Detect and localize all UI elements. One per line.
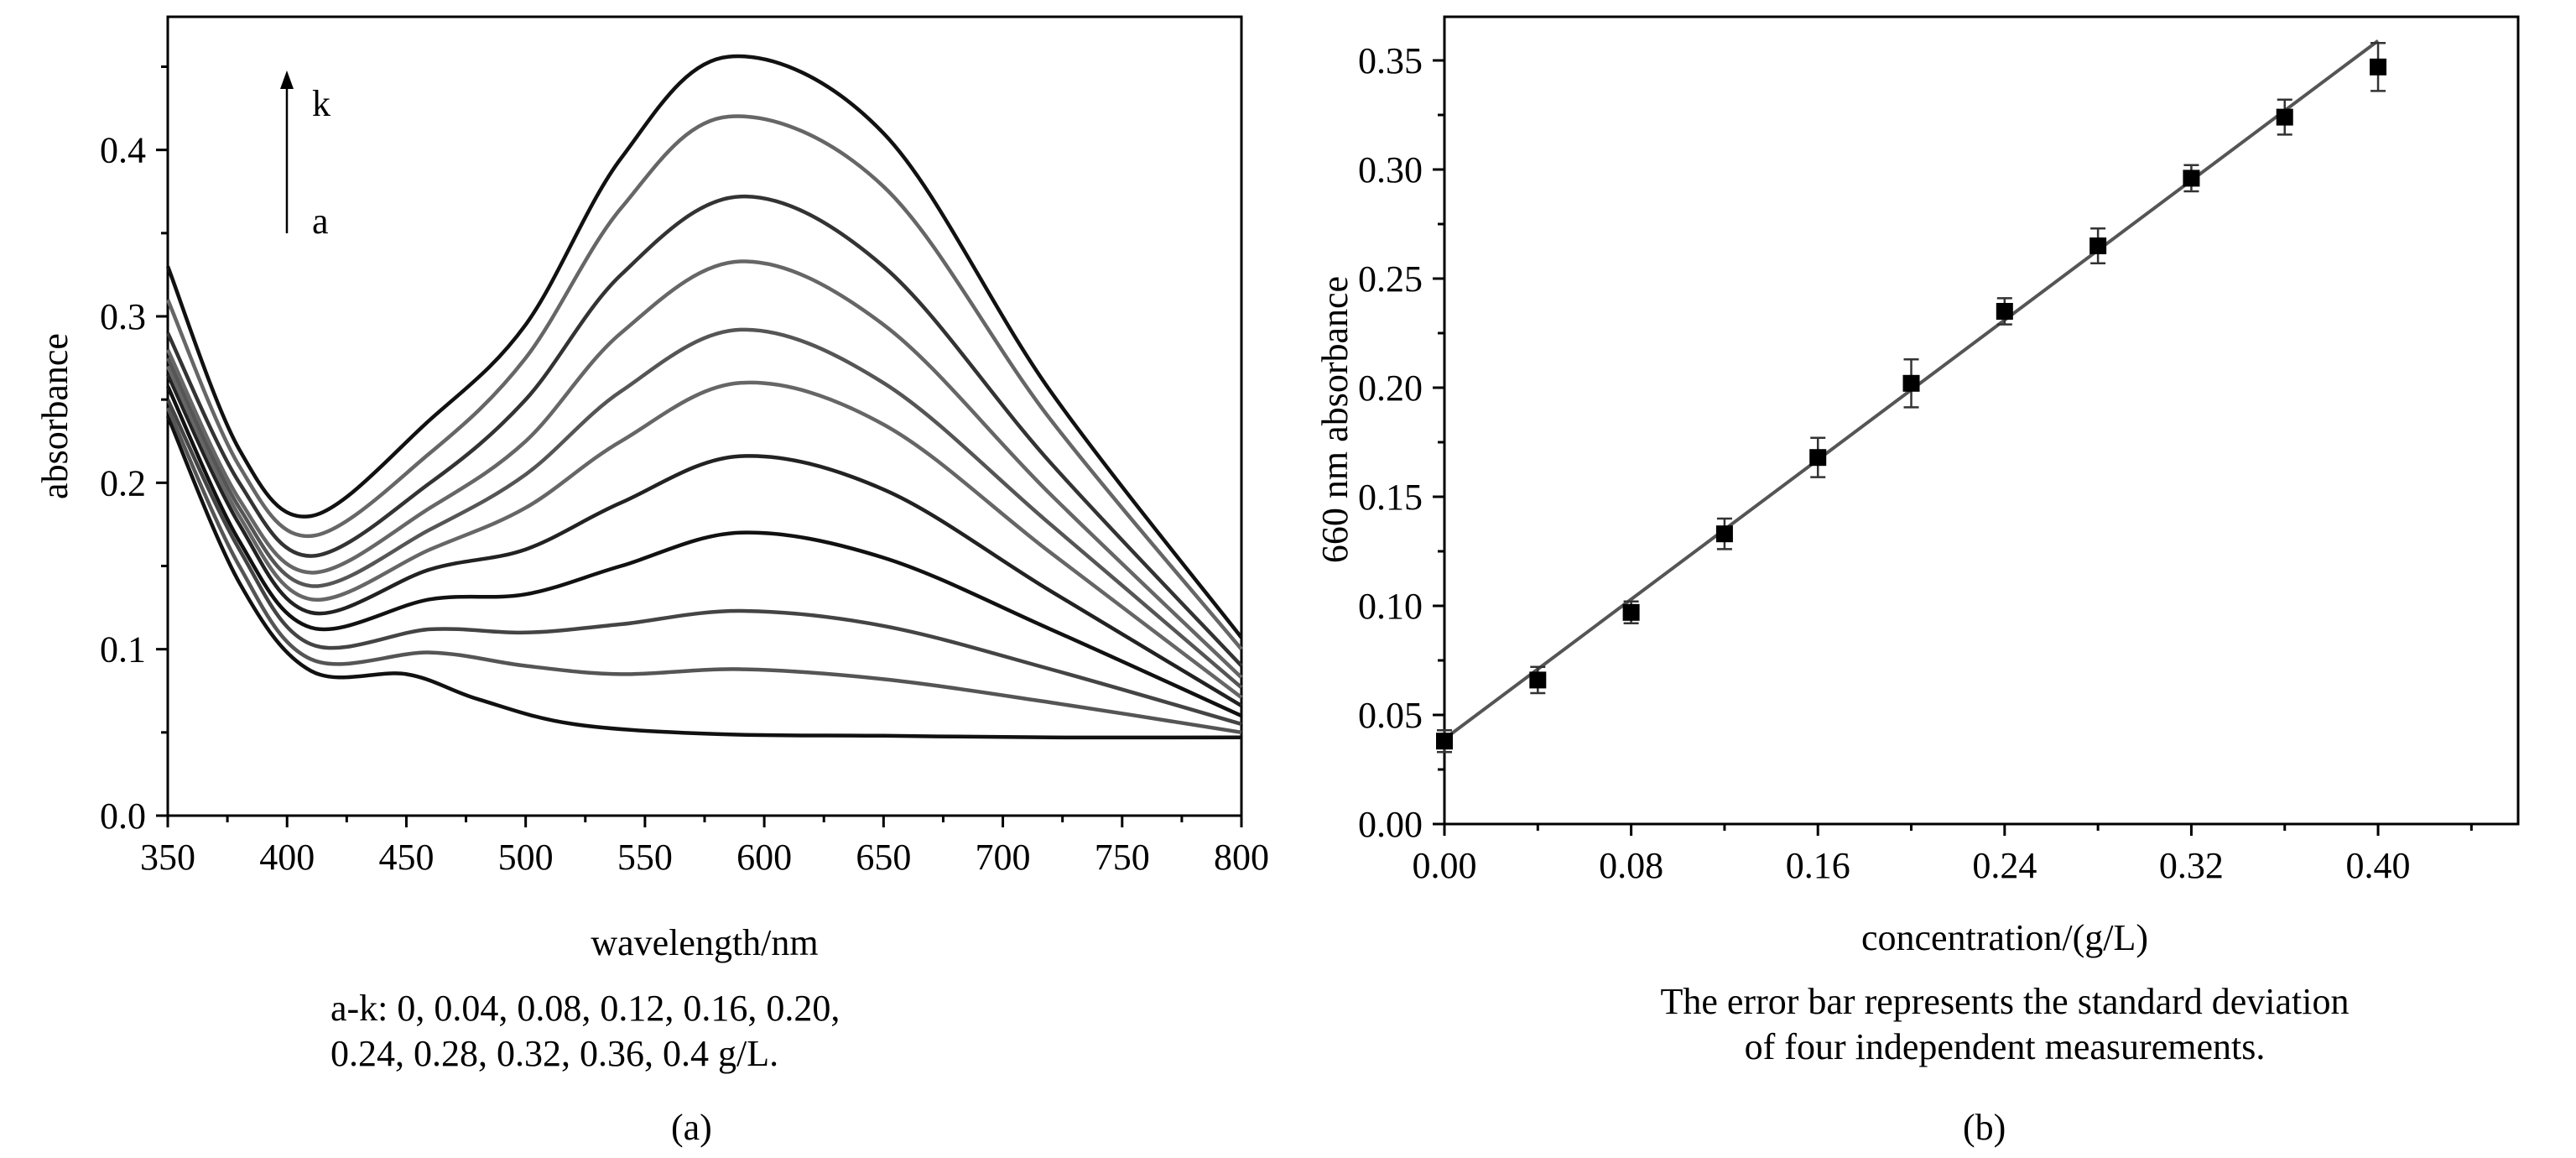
panel-a-series-c — [165, 399, 1242, 727]
panel-a-x-tick-label: 400 — [259, 837, 315, 878]
panel-a-annotation-bottom-label: a — [312, 201, 329, 242]
panel-a-caption: (a) — [671, 1107, 712, 1148]
panel-b-legend-note-line2: of four independent measurements. — [1744, 1026, 2266, 1067]
panel-b-data-point — [1902, 374, 1920, 392]
panel-b-y-tick-label: 0.20 — [1358, 368, 1423, 409]
panel-b-x-ticks: 0.00 0.08 0.16 0.24 0.32 0.40 — [1413, 824, 2473, 886]
panel-b-data-point — [2089, 237, 2107, 254]
panel-a-x-tick-label: 650 — [856, 837, 911, 878]
panel-a-x-tick-label: 500 — [498, 837, 554, 878]
panel-a-series-e — [165, 373, 1243, 708]
panel-a-plot-frame — [166, 15, 1243, 817]
panel-b-x-tick-label: 0.00 — [1413, 845, 1477, 886]
panel-b-data-point — [2276, 108, 2293, 126]
panel-a-x-axis-label: wavelength/nm — [591, 922, 818, 963]
panel-a-chart: 350 400 450 500 550 600 650 700 750 800 0.0 0.1 0.2… — [34, 15, 1269, 963]
panel-a-y-tick-label: 0.1 — [100, 629, 146, 670]
panel-a-series-a — [165, 415, 1242, 740]
panel-b-y-ticks: 0.00 0.05 0.10 0.15 0.20 0.25 0.30 0.35 — [1358, 40, 1444, 845]
panel-b-y-axis-label: 660 nm absorbance — [1314, 276, 1356, 563]
panel-b-y-tick-label: 0.00 — [1358, 804, 1423, 845]
panel-a-series-d — [165, 385, 1242, 718]
panel-a-series-j — [165, 114, 1243, 651]
panel-a-y-tick-label: 0.0 — [100, 795, 146, 837]
panel-a-x-tick-label: 700 — [976, 837, 1031, 878]
panel-b-data-point — [1436, 733, 1453, 750]
panel-b-legend-note-line1: The error bar represents the standard de… — [1660, 981, 2350, 1022]
panel-a-series-g — [165, 327, 1243, 690]
panel-b-y-tick-label: 0.30 — [1358, 149, 1423, 190]
panel-b-y-tick-label: 0.25 — [1358, 258, 1423, 300]
panel-a-series-b — [165, 407, 1242, 735]
panel-a-series-group — [165, 54, 1243, 740]
panel-b-chart: 0.00 0.08 0.16 0.24 0.32 0.40 0.00 0.05 0.10 0.1… — [1314, 15, 2520, 958]
panel-a-x-tick-label: 550 — [617, 837, 673, 878]
panel-a-x-tick-label: 450 — [378, 837, 434, 878]
panel-b-y-tick-label: 0.35 — [1358, 40, 1423, 81]
panel-a-x-tick-label: 800 — [1214, 837, 1269, 878]
panel-b-x-tick-label: 0.24 — [1972, 845, 2037, 886]
panel-a-series-i — [165, 194, 1243, 668]
panel-b-caption: (b) — [1963, 1107, 2006, 1148]
panel-b-x-tick-label: 0.08 — [1599, 845, 1663, 886]
panel-b-data-point — [1529, 671, 1547, 689]
panel-a-y-axis-label: absorbance — [34, 333, 75, 499]
panel-a-y-ticks: 0.0 0.1 0.2 0.3 0.4 — [100, 65, 168, 837]
panel-b-plot-frame — [1443, 15, 2520, 826]
panel-a-annotation-top-label: k — [312, 83, 330, 124]
panel-b-data-point — [1715, 525, 1733, 543]
panel-a-series-k — [165, 54, 1243, 639]
panel-b-data-point — [2183, 170, 2200, 187]
panel-b-data-point — [1996, 303, 2013, 320]
panel-a-series-h — [165, 259, 1243, 680]
panel-a-y-tick-label: 0.4 — [100, 130, 146, 171]
panel-a-x-tick-label: 600 — [736, 837, 792, 878]
panel-a-annotation-arrowhead-icon — [280, 70, 294, 89]
panel-a-x-ticks: 350 400 450 500 550 600 650 700 750 800 — [140, 816, 1269, 878]
panel-b-data-points — [1436, 41, 2387, 754]
panel-a-series-f — [165, 365, 1243, 699]
panel-b-data-point — [1622, 603, 1640, 621]
panel-b-x-axis-label: concentration/(g/L) — [1861, 917, 2148, 958]
panel-a-legend-note-line2: 0.24, 0.28, 0.32, 0.36, 0.4 g/L. — [330, 1033, 779, 1074]
panel-b-y-tick-label: 0.15 — [1358, 477, 1423, 518]
panel-a-y-tick-label: 0.2 — [100, 462, 146, 503]
panel-b-y-tick-label: 0.05 — [1358, 695, 1423, 736]
panel-a-x-tick-label: 750 — [1095, 837, 1150, 878]
panel-b-data-point — [2370, 58, 2387, 76]
panel-a-legend-note-line1: a-k: 0, 0.04, 0.08, 0.12, 0.16, 0.20, — [330, 988, 840, 1029]
panel-a-x-tick-label: 350 — [140, 837, 195, 878]
panel-b-x-tick-label: 0.40 — [2346, 845, 2411, 886]
panel-b-data-point — [1809, 449, 1827, 467]
panel-b-x-tick-label: 0.32 — [2159, 845, 2224, 886]
panel-b-x-tick-label: 0.16 — [1786, 845, 1850, 886]
panel-a-y-tick-label: 0.3 — [100, 296, 146, 337]
panel-b-y-tick-label: 0.10 — [1358, 586, 1423, 627]
